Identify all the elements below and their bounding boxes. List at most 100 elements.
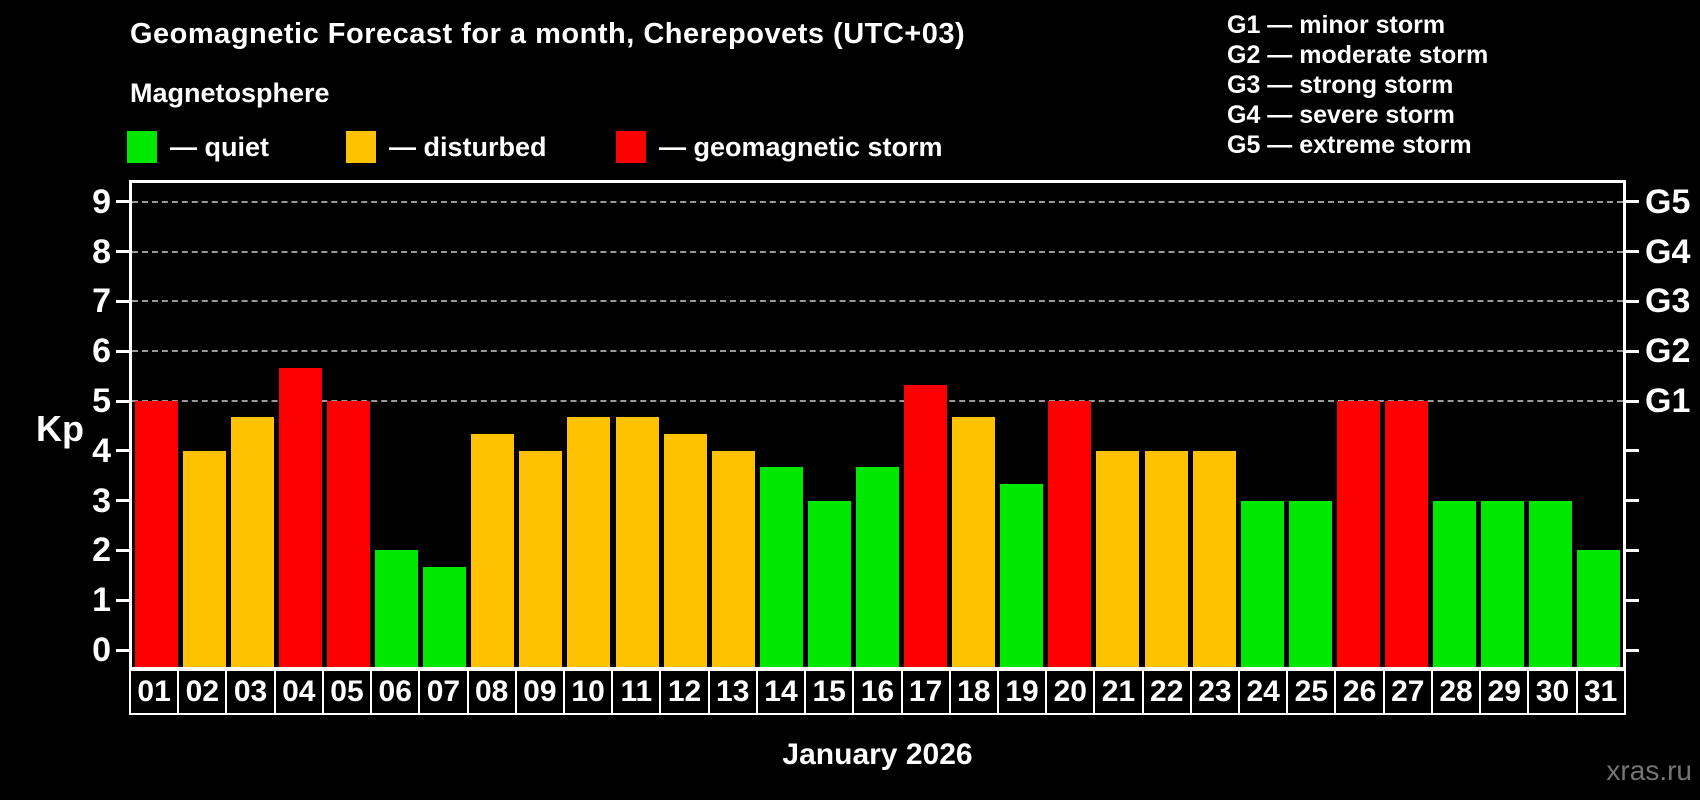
gridline-kp-9 [132,200,1623,203]
left-tick-3 [116,499,129,503]
left-tick-9 [116,200,129,204]
kp-bar-day-30 [1529,500,1573,667]
right-tick-6 [1626,349,1639,353]
day-label-25: 25 [1286,669,1337,715]
y-tick-label-5: 5 [92,382,111,420]
right-tick-5 [1626,399,1639,403]
day-label-18: 18 [948,669,999,715]
day-label-11: 11 [611,669,662,715]
g-level-label-G2: G2 [1645,332,1691,371]
day-label-29: 29 [1479,669,1530,715]
g-scale-legend-line: G3 — strong storm [1227,71,1454,99]
y-tick-label-8: 8 [92,232,111,271]
day-label-04: 04 [273,669,324,715]
y-axis-title: Kp [36,408,84,449]
day-label-07: 07 [418,669,469,715]
gridline-kp-6 [132,350,1623,353]
kp-bar-day-07 [423,566,467,667]
left-tick-4 [116,449,129,453]
day-label-09: 09 [514,669,565,715]
kp-bar-day-06 [375,550,419,667]
storm-color-swatch [616,131,646,163]
day-label-14: 14 [755,669,807,715]
kp-bar-day-29 [1481,500,1525,667]
g-scale-legend: G1 — minor storm G2 — moderate storm G3 — … [1227,10,1488,160]
kp-bar-day-10 [567,417,611,667]
quiet-legend-label: — quiet [170,131,269,162]
x-axis-title: January 2026 [782,738,973,771]
right-tick-4 [1626,449,1639,453]
right-tick-3 [1626,499,1639,503]
kp-bar-day-11 [615,417,659,667]
right-tick-1 [1626,598,1639,602]
y-tick-label-6: 6 [92,332,111,371]
g-level-label-G4: G4 [1645,232,1691,271]
day-label-26: 26 [1334,669,1385,715]
disturbed-legend-label: — disturbed [389,131,547,162]
left-tick-6 [116,349,129,353]
day-label-30: 30 [1527,669,1578,715]
left-tick-5 [116,399,129,403]
left-tick-7 [116,299,129,303]
kp-bar-day-18 [952,417,996,667]
legend-item-disturbed: — disturbed [346,130,547,164]
gridline-kp-8 [132,250,1623,253]
gridline-kp-7 [132,300,1623,303]
left-tick-2 [116,548,129,552]
y-tick-label-2: 2 [92,531,111,570]
y-tick-label-1: 1 [92,581,111,620]
kp-bar-day-03 [230,417,274,667]
day-label-17: 17 [900,669,951,715]
g-level-label-G1: G1 [1645,382,1691,420]
kp-bar-day-13 [711,450,755,667]
left-tick-0 [116,648,129,652]
day-label-24: 24 [1238,669,1289,715]
g-scale-legend-line: G5 — extreme storm [1227,131,1472,159]
y-tick-label-3: 3 [92,481,111,520]
x-axis-day-labels: 01 02 03 04 05 06 07 08 09 10 11 12 13 14 15 16 17 18 19 20… [129,669,1626,715]
watermark: xras.ru [1606,755,1692,786]
kp-bar-day-23 [1192,450,1236,667]
day-label-02: 02 [177,669,228,715]
kp-bar-day-01 [134,401,178,667]
page-title: Geomagnetic Forecast for a month, Cherep… [130,18,966,50]
kp-bar-day-08 [471,434,515,667]
day-label-08: 08 [466,669,517,715]
kp-bar-day-20 [1048,401,1092,667]
storm-legend-label: — geomagnetic storm [659,131,943,162]
g-scale-legend-line: G1 — minor storm [1227,11,1446,39]
right-tick-7 [1626,299,1639,303]
kp-bar-day-15 [807,500,851,667]
g-scale-legend-line: G4 — severe storm [1227,101,1455,129]
g-scale-legend-line: G2 — moderate storm [1227,41,1489,69]
magnetosphere-label: Magnetosphere [130,78,330,108]
day-label-23: 23 [1189,669,1241,715]
day-label-21: 21 [1093,669,1144,715]
day-label-31: 31 [1575,669,1626,715]
y-tick-label-9: 9 [92,182,111,221]
day-label-27: 27 [1382,669,1433,715]
g-level-label-G5: G5 [1645,182,1691,221]
g-level-label-G3: G3 [1645,282,1691,321]
day-label-01: 01 [129,669,180,715]
kp-bar-day-17 [904,384,948,667]
legend-item-storm: — geomagnetic storm [616,130,943,164]
kp-bar-day-25 [1288,500,1332,667]
y-tick-label-0: 0 [92,631,111,669]
kp-bar-day-31 [1577,550,1621,667]
kp-bar-day-22 [1144,450,1188,667]
day-label-28: 28 [1430,669,1482,715]
kp-bar-day-19 [1000,484,1044,667]
y-tick-label-4: 4 [92,431,111,470]
left-tick-1 [116,598,129,602]
kp-bar-day-05 [326,401,370,667]
day-label-19: 19 [996,669,1048,715]
quiet-color-swatch [127,131,157,163]
kp-bar-day-26 [1336,401,1380,667]
right-tick-9 [1626,200,1639,204]
plot-area [129,180,1626,670]
day-label-22: 22 [1141,669,1192,715]
day-label-16: 16 [852,669,903,715]
day-label-03: 03 [225,669,276,715]
